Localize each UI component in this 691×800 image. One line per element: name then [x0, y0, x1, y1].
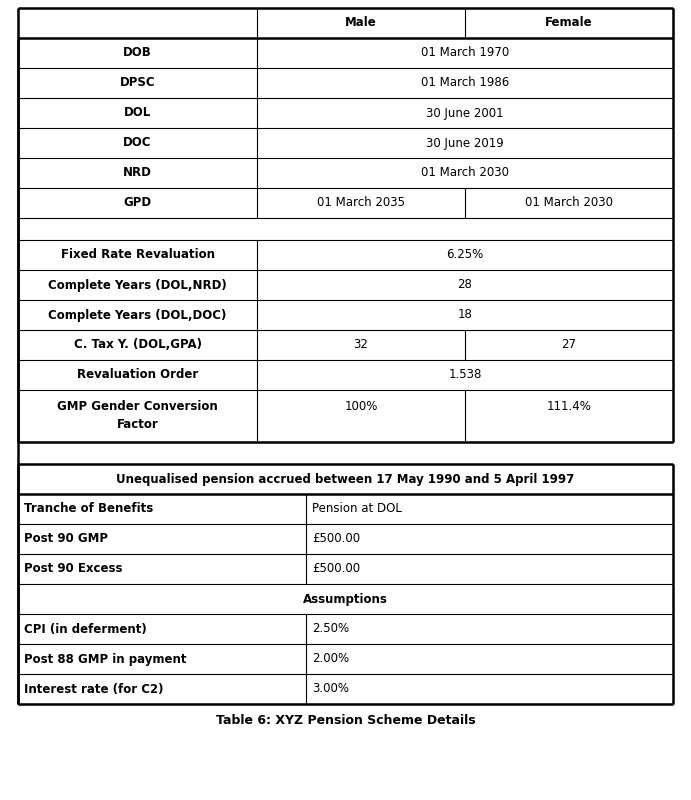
Text: DOL: DOL [124, 106, 151, 119]
Text: Post 90 GMP: Post 90 GMP [24, 533, 108, 546]
Text: 01 March 2030: 01 March 2030 [525, 197, 613, 210]
Text: Interest rate (for C2): Interest rate (for C2) [24, 682, 164, 695]
Text: 27: 27 [561, 338, 576, 351]
Text: Fixed Rate Revaluation: Fixed Rate Revaluation [61, 249, 214, 262]
Text: Post 90 Excess: Post 90 Excess [24, 562, 122, 575]
Text: Complete Years (DOL,DOC): Complete Years (DOL,DOC) [48, 309, 227, 322]
Text: Pension at DOL: Pension at DOL [312, 502, 402, 515]
Text: Assumptions: Assumptions [303, 593, 388, 606]
Text: DOB: DOB [123, 46, 152, 59]
Text: 28: 28 [457, 278, 473, 291]
Text: 100%: 100% [344, 401, 377, 414]
Text: 18: 18 [457, 309, 473, 322]
Text: Female: Female [545, 17, 593, 30]
Text: Revaluation Order: Revaluation Order [77, 369, 198, 382]
Text: Tranche of Benefits: Tranche of Benefits [24, 502, 153, 515]
Text: 01 March 1970: 01 March 1970 [421, 46, 509, 59]
Text: Post 88 GMP in payment: Post 88 GMP in payment [24, 653, 187, 666]
Text: 2.00%: 2.00% [312, 653, 350, 666]
Text: £500.00: £500.00 [312, 562, 360, 575]
Text: 3.00%: 3.00% [312, 682, 349, 695]
Text: Complete Years (DOL,NRD): Complete Years (DOL,NRD) [48, 278, 227, 291]
Text: £500.00: £500.00 [312, 533, 360, 546]
Text: 30 June 2019: 30 June 2019 [426, 137, 504, 150]
Text: 32: 32 [354, 338, 368, 351]
Text: DOC: DOC [123, 137, 152, 150]
Text: DPSC: DPSC [120, 77, 155, 90]
Text: C. Tax Y. (DOL,GPA): C. Tax Y. (DOL,GPA) [73, 338, 202, 351]
Text: 1.538: 1.538 [448, 369, 482, 382]
Text: CPI (in deferment): CPI (in deferment) [24, 622, 146, 635]
Text: 01 March 2030: 01 March 2030 [421, 166, 509, 179]
Text: 01 March 1986: 01 March 1986 [421, 77, 509, 90]
Text: 2.50%: 2.50% [312, 622, 350, 635]
Text: Table 6: XYZ Pension Scheme Details: Table 6: XYZ Pension Scheme Details [216, 714, 475, 726]
Text: Unequalised pension accrued between 17 May 1990 and 5 April 1997: Unequalised pension accrued between 17 M… [116, 473, 575, 486]
Text: Male: Male [345, 17, 377, 30]
Text: Factor: Factor [117, 418, 158, 431]
Text: 01 March 2035: 01 March 2035 [317, 197, 405, 210]
Text: GPD: GPD [124, 197, 151, 210]
Text: 111.4%: 111.4% [547, 401, 591, 414]
Text: GMP Gender Conversion: GMP Gender Conversion [57, 401, 218, 414]
Text: 6.25%: 6.25% [446, 249, 484, 262]
Text: NRD: NRD [123, 166, 152, 179]
Text: 30 June 2001: 30 June 2001 [426, 106, 504, 119]
